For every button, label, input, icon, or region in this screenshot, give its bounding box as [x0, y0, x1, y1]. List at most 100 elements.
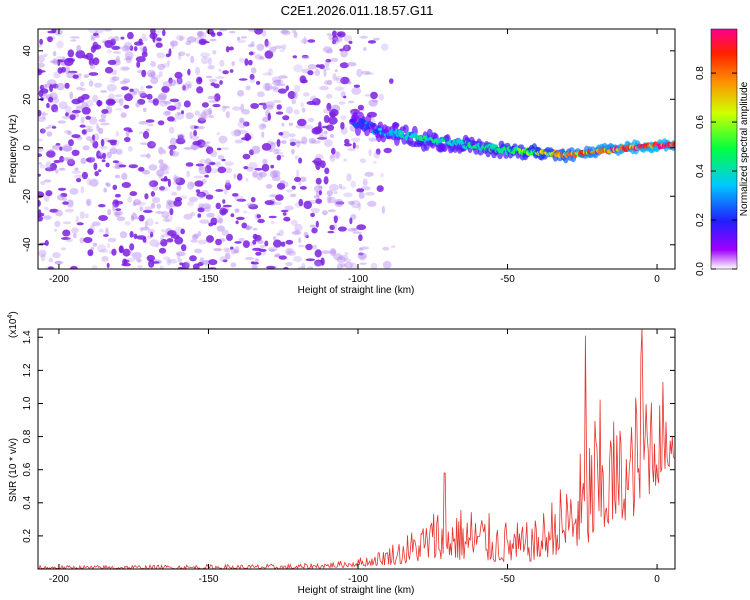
spectrogram-noise-speck — [367, 200, 377, 207]
y-tick-label: -20 — [22, 189, 33, 204]
spectrogram-noise-speck — [72, 232, 77, 239]
spectrogram-noise-speck — [344, 43, 348, 51]
spectrogram-noise-speck — [61, 197, 68, 201]
spectrogram-noise-speck — [315, 198, 323, 204]
spectrogram-noise-speck — [186, 170, 190, 178]
spectrogram-noise-speck — [115, 108, 123, 111]
spectrogram-noise-speck — [278, 132, 284, 136]
spectrogram-noise-speck — [120, 86, 129, 91]
spectrogram-noise-speck — [67, 159, 76, 167]
spectrogram-noise-speck — [206, 235, 214, 243]
spectrogram-noise-speck — [81, 102, 88, 108]
spectrogram-noise-speck — [155, 30, 163, 33]
spectrogram-noise-speck — [301, 56, 310, 60]
spectrogram-noise-speck — [350, 262, 358, 269]
spectrogram-noise-speck — [92, 41, 99, 50]
spectrogram-noise-speck — [38, 200, 41, 207]
spectrogram-noise-speck — [329, 154, 336, 162]
spectrogram-noise-speck — [61, 237, 71, 240]
spectrogram-noise-speck — [62, 145, 73, 152]
spectrogram-noise-speck — [69, 114, 76, 121]
spectrogram-noise-speck — [164, 214, 173, 223]
spectrogram-noise-speck — [111, 45, 120, 51]
spectrogram-noise-speck — [204, 174, 209, 178]
spectrogram-noise-speck — [257, 218, 265, 224]
spectrogram-track-halo — [392, 121, 399, 132]
spectrogram-noise-speck — [113, 35, 120, 42]
spectrogram-noise-speck — [125, 55, 132, 64]
spectrogram-noise-speck — [69, 188, 79, 195]
spectrogram-noise-speck — [333, 253, 343, 261]
spectrogram-noise-speck — [129, 231, 134, 238]
spectrogram-noise-speck — [270, 142, 276, 150]
spectrogram-noise-speck — [285, 239, 294, 245]
snr-y-ticks: 0.2 0.4 0.6 0.8 1.0 1.2 1.4 — [22, 330, 675, 543]
spectrogram-noise-speck — [216, 147, 222, 151]
spectrogram-noise-speck — [270, 164, 275, 169]
spectrogram-noise-speck — [118, 164, 127, 168]
snr-chart: -200 -150 -100 -50 0 0.2 0.4 0.6 0.8 1.0 1.2 1.4 H… — [7, 311, 676, 596]
spectrogram-noise-speck — [237, 129, 248, 134]
spectrogram-noise-speck — [106, 83, 117, 92]
spectrogram-noise-speck — [81, 107, 91, 115]
spectrogram-noise-speck — [305, 243, 313, 251]
spectrogram-noise-speck — [100, 113, 107, 120]
spectrogram-noise-speck — [322, 46, 333, 53]
spectrogram-noise-speck — [275, 194, 284, 201]
spectrogram-noise-speck — [221, 105, 227, 112]
spectrogram-noise-speck — [144, 193, 149, 200]
spectrogram-noise-speck — [286, 250, 297, 256]
spectrogram-noise-speck — [238, 238, 245, 242]
spectrogram-noise-speck — [252, 239, 257, 245]
spectrogram-noise-speck — [48, 149, 54, 152]
spectrogram-noise-speck — [169, 98, 180, 103]
spectrogram-noise-speck — [232, 106, 242, 111]
spectrogram-noise-speck — [362, 178, 368, 187]
spectrogram-noise-speck — [381, 205, 385, 214]
spectrogram-noise-speck — [57, 187, 67, 191]
spectrogram-noise-speck — [187, 68, 191, 76]
spectrogram-noise-speck — [221, 229, 229, 236]
spectrogram-noise-speck — [311, 127, 322, 135]
spectrogram-noise-speck — [250, 196, 256, 203]
spectrogram-noise-speck — [329, 134, 335, 138]
spectrogram-noise-speck — [97, 99, 102, 107]
spectrogram-noise-speck — [139, 206, 144, 212]
spectrogram-noise-speck — [215, 76, 225, 79]
spectrogram-noise-speck — [243, 121, 250, 127]
spectrogram-noise-speck — [136, 258, 142, 263]
spectrogram-noise-speck — [40, 180, 46, 186]
spectrogram-noise-speck — [261, 131, 265, 138]
spectrogram-noise-speck — [224, 167, 233, 174]
spectrogram-noise-speck — [347, 100, 355, 104]
spectrogram-noise-speck — [334, 151, 341, 160]
colorbar-tick-label: 0.4 — [695, 164, 706, 178]
spectrogram-noise-speck — [225, 179, 231, 186]
spectrogram-noise-speck — [133, 91, 137, 96]
spectrogram-noise-speck — [197, 31, 203, 37]
spectrogram-noise-speck — [38, 191, 45, 199]
spectrogram-noise-speck — [277, 79, 282, 83]
colorbar-tick-label: 0.2 — [695, 213, 706, 227]
spectrogram-noise-speck — [234, 208, 240, 213]
spectrogram-noise-speck — [88, 29, 98, 34]
spectrogram-noise-speck — [105, 162, 110, 168]
spectrogram-noise-speck — [325, 58, 332, 63]
spectrogram-noise-speck — [198, 166, 208, 175]
spectrogram-noise-speck — [276, 139, 281, 147]
spectrogram-noise-speck — [289, 133, 296, 138]
spectrogram-noise-speck — [248, 204, 259, 210]
spectrogram-noise-speck — [199, 219, 210, 224]
spectrogram-noise-speck — [219, 80, 223, 85]
spectrogram-noise-speck — [161, 233, 170, 238]
spectrogram-noise-speck — [303, 231, 309, 238]
spectrogram-noise-speck — [234, 208, 240, 212]
spectrogram-noise-speck — [176, 253, 181, 260]
spectrogram-noise-speck — [375, 148, 381, 155]
spectrogram-noise-speck — [334, 86, 344, 92]
spectrogram-noise-speck — [59, 146, 63, 151]
spectrogram-noise-speck — [194, 180, 204, 187]
spectrogram-noise-speck — [190, 211, 196, 217]
spectrogram-noise-speck — [183, 147, 193, 150]
spectrogram-noise-speck — [303, 124, 314, 130]
